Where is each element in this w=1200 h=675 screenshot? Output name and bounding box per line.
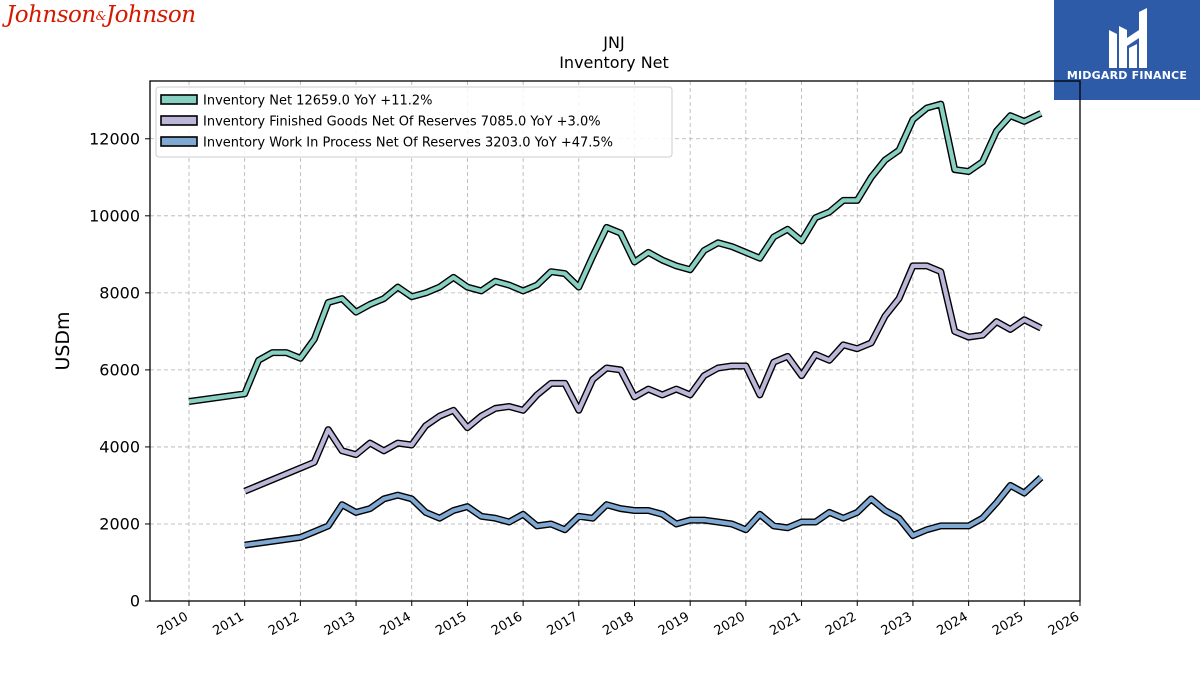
x-tick-label: 2023: [879, 609, 915, 639]
y-axis-label: USDm: [52, 311, 74, 370]
y-tick-label: 2000: [99, 514, 140, 533]
midgard-logo-text: MIDGARD FINANCE: [1066, 69, 1188, 82]
x-tick-label: 2020: [712, 609, 748, 639]
chart-subtitle: Inventory Net: [559, 53, 669, 72]
x-tick-label: 2025: [990, 609, 1026, 639]
x-tick-label: 2024: [934, 609, 970, 639]
series-line: [188, 102, 1042, 404]
x-tick-label: 2021: [767, 609, 803, 639]
legend-swatch: [160, 94, 198, 105]
legend: Inventory Net 12659.0 YoY +11.2% Inventor…: [155, 86, 673, 158]
x-axis-ticks: 2010 2011 2012 2013 2014 2015 2016 2017 2018 2019…: [155, 601, 1082, 639]
legend-entry: Inventory Net 12659.0 YoY +11.2%: [203, 94, 433, 109]
logo-ampersand: &: [95, 9, 107, 23]
logo-word-2: Johnson: [105, 2, 196, 28]
x-tick-label: 2014: [378, 609, 414, 639]
midgard-finance-logo: MIDGARD FINANCE: [1054, 0, 1200, 100]
johnson-and-johnson-logo: Johnson&Johnson: [6, 2, 196, 28]
x-tick-label: 2017: [545, 609, 581, 639]
legend-swatch: [160, 136, 198, 147]
x-tick-label: 2012: [266, 609, 302, 639]
y-tick-label: 12000: [89, 129, 140, 148]
logo-word-1: Johnson: [6, 2, 96, 28]
plot-frame: [149, 80, 1081, 602]
series-2: [243, 262, 1043, 495]
legend-entry: Inventory Work In Process Net Of Reserve…: [203, 136, 613, 151]
x-tick-label: 2022: [823, 609, 859, 639]
x-tick-label: 2010: [155, 609, 191, 639]
series-line: [243, 263, 1042, 494]
legend-swatch: [160, 115, 198, 126]
x-tick-label: 2018: [600, 609, 636, 639]
y-tick-label: 8000: [99, 283, 140, 302]
series-1: [188, 100, 1043, 405]
x-tick-label: 2019: [656, 609, 692, 639]
y-tick-label: 10000: [89, 206, 140, 225]
grid: [150, 81, 1080, 601]
series-lines: [188, 100, 1044, 549]
x-tick-label: 2016: [489, 609, 525, 639]
series-line: [244, 476, 1043, 548]
series-3: [244, 475, 1044, 549]
y-tick-label: 0: [130, 592, 140, 611]
midgard-mark-icon: [1109, 8, 1147, 68]
x-tick-label: 2026: [1046, 609, 1082, 639]
y-tick-label: 4000: [99, 437, 140, 456]
x-tick-label: 2011: [211, 609, 247, 639]
legend-box: [155, 86, 673, 158]
chart-title: JNJ: [602, 33, 624, 52]
y-tick-label: 6000: [99, 360, 140, 379]
series-line-outline: [243, 262, 1043, 495]
x-tick-label: 2013: [322, 609, 358, 639]
legend-entry: Inventory Finished Goods Net Of Reserves…: [203, 115, 601, 130]
x-tick-label: 2015: [433, 609, 469, 639]
y-axis-ticks: 0 2000 4000 6000 8000 10000 12000: [89, 129, 150, 611]
